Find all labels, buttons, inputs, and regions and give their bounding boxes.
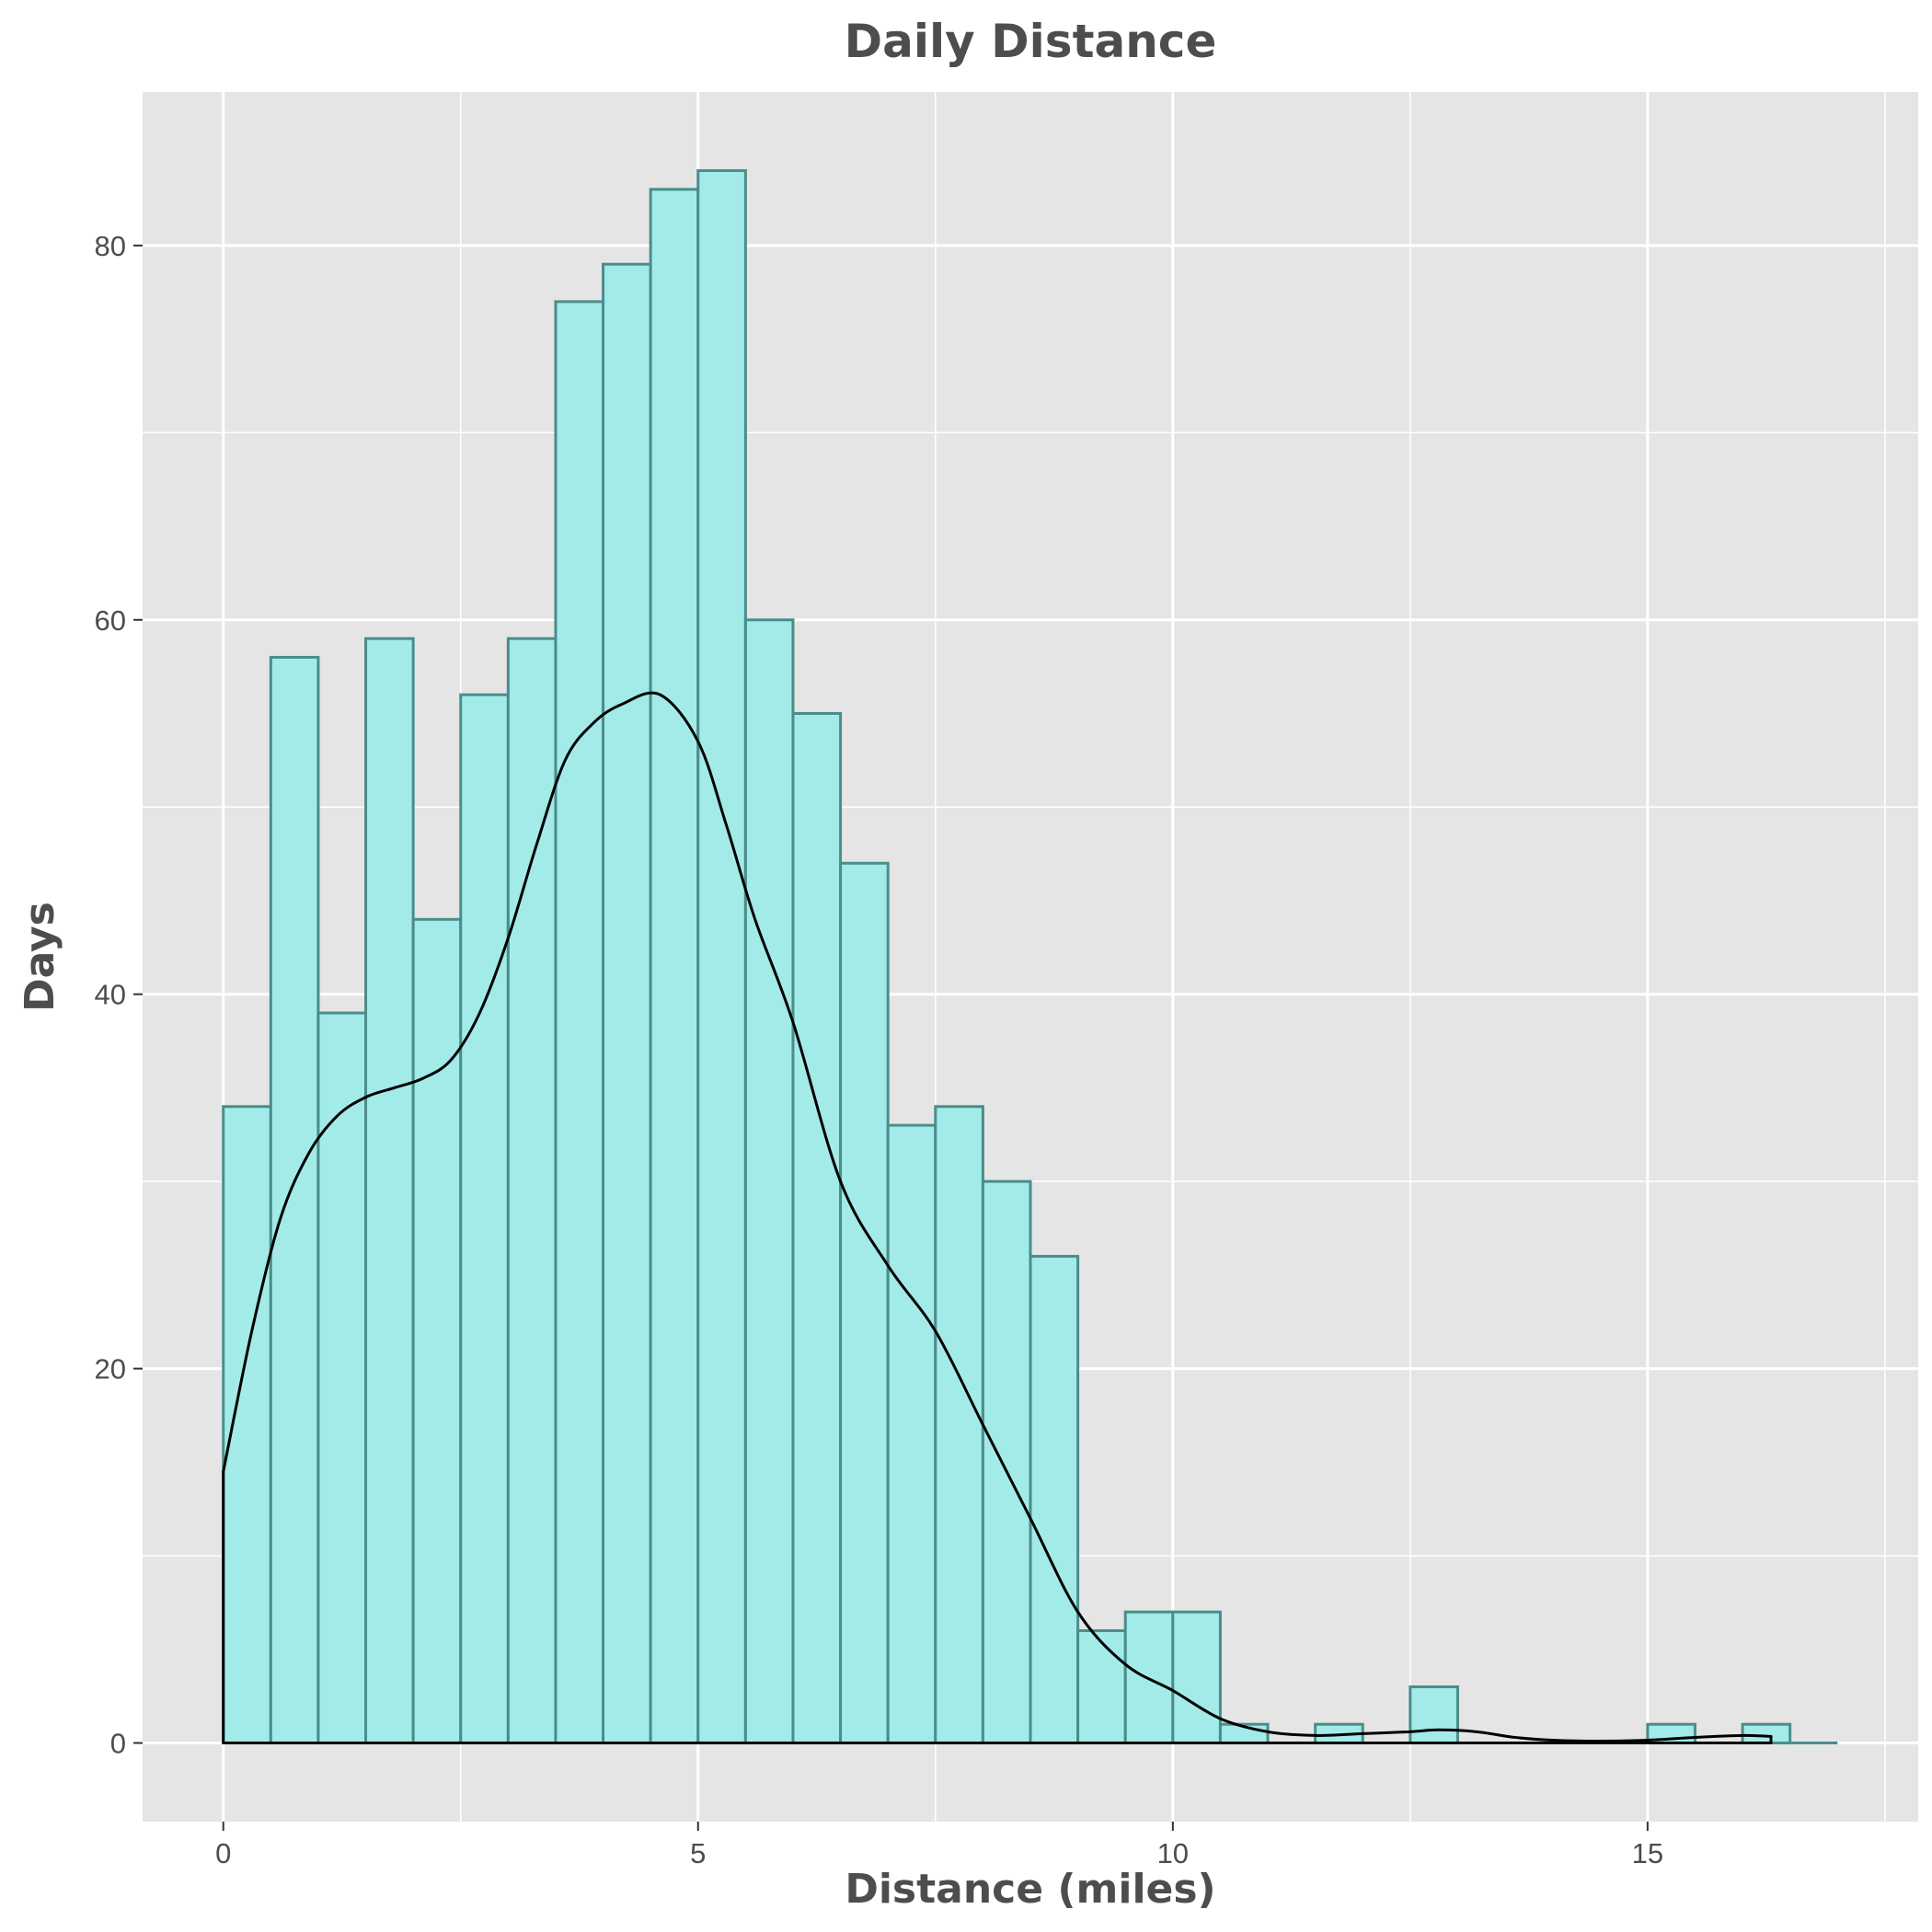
histogram-bars — [222, 168, 1838, 1745]
y-axis-title: Days — [17, 902, 63, 1012]
x-tick-label: 5 — [690, 1837, 706, 1869]
histogram-bar — [886, 1123, 937, 1745]
histogram-bar — [1409, 1685, 1459, 1745]
histogram-bar — [222, 1105, 272, 1745]
y-tick-label: 60 — [95, 604, 126, 637]
x-tick-label: 0 — [215, 1837, 231, 1869]
histogram-bar — [1076, 1628, 1127, 1745]
histogram-bar — [1741, 1722, 1792, 1745]
y-tick-label: 80 — [95, 230, 126, 262]
histogram-bar — [649, 188, 700, 1745]
chart-title: Daily Distance — [845, 15, 1217, 68]
y-tick-label: 20 — [95, 1353, 126, 1386]
y-tick-label: 0 — [110, 1728, 126, 1760]
x-tick-label: 15 — [1632, 1837, 1663, 1869]
x-axis-title: Distance (miles) — [845, 1866, 1215, 1913]
density-curve — [222, 691, 1773, 1745]
histogram-bar — [1171, 1610, 1222, 1745]
histogram-bar — [743, 618, 795, 1745]
histogram-bar — [934, 1105, 984, 1745]
histogram-bar — [696, 168, 747, 1745]
histogram-bar — [459, 693, 510, 1745]
histogram-bar — [316, 1011, 368, 1745]
histogram-bar — [554, 300, 605, 1745]
x-tick-label: 10 — [1157, 1837, 1189, 1869]
x-axis-ticks: 0 5 10 15 — [215, 1822, 1663, 1869]
histogram-bar — [1029, 1255, 1080, 1745]
histogram-bar — [839, 861, 890, 1745]
density-curve-layer — [222, 691, 1773, 1745]
y-axis-ticks: 0 20 40 60 80 — [95, 230, 143, 1760]
histogram-bar — [364, 637, 415, 1745]
histogram-bar — [411, 917, 463, 1745]
histogram-bar — [602, 262, 652, 1745]
histogram-bar — [791, 711, 843, 1745]
histogram-bar — [981, 1179, 1032, 1745]
y-tick-label: 40 — [95, 979, 126, 1011]
histogram-bar — [269, 655, 320, 1745]
